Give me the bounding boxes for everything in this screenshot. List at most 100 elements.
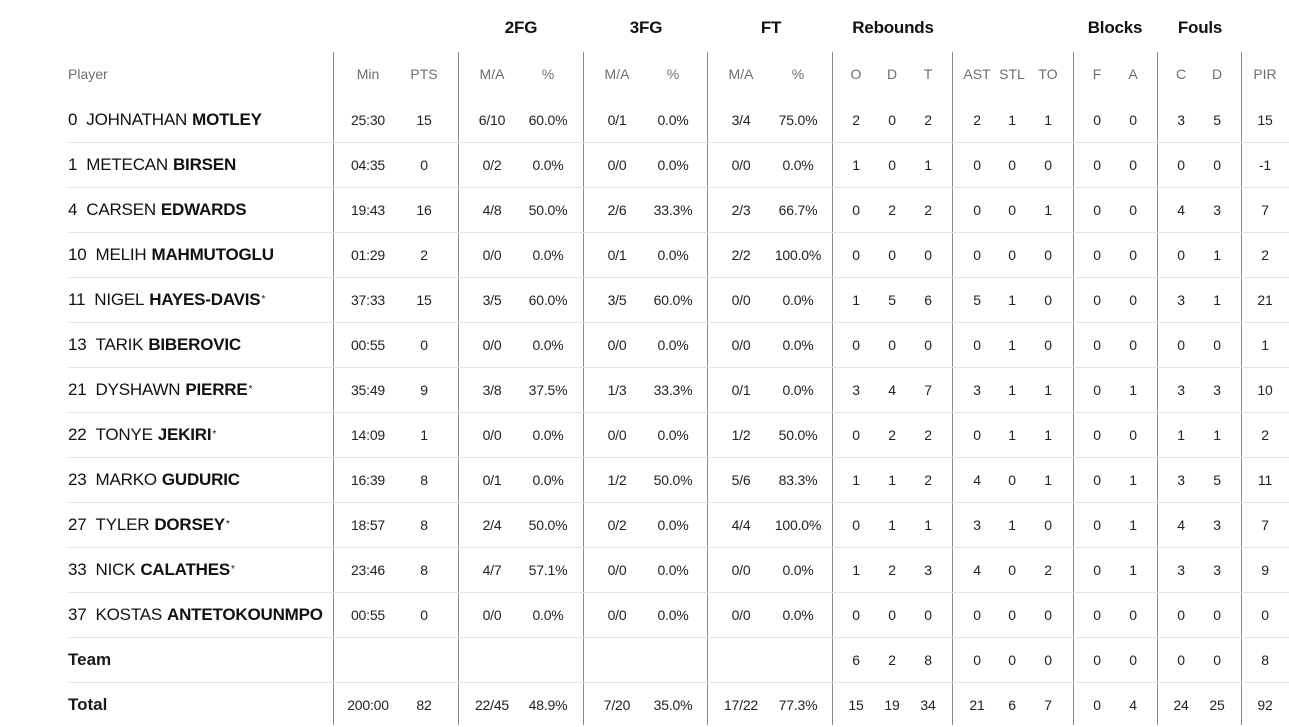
player-row[interactable]: 27 TYLER DORSEY * — [68, 514, 230, 534]
stat-3fg-pct: 0.0% — [657, 426, 689, 443]
stat-ast: 0 — [973, 606, 981, 623]
player-number: 4 — [68, 199, 78, 219]
stat-reb-d: 1 — [888, 471, 896, 488]
stat-blk-a: 0 — [1129, 336, 1137, 353]
stat-reb-d: 2 — [888, 561, 896, 578]
stat-reb-t: 0 — [924, 246, 932, 263]
player-row[interactable]: 37 KOSTAS ANTETOKOUNMPO — [68, 592, 330, 637]
row-divider — [68, 547, 1289, 548]
stat-foul-c: 1 — [1177, 426, 1185, 443]
stat-ft-ma: 0/1 — [731, 381, 751, 398]
column-header-pir: PIR — [1253, 66, 1277, 82]
stat-reb-o: 3 — [852, 381, 860, 398]
stat-blk-a: 0 — [1129, 291, 1137, 308]
player-last-name[interactable]: JEKIRI — [157, 424, 212, 444]
stat-ft-ma: 3/4 — [731, 111, 751, 128]
player-row[interactable]: 11 NIGEL HAYES-DAVIS * — [68, 289, 266, 309]
stat-ft-pct: 77.3% — [778, 696, 818, 713]
column-header-foul-d: D — [1211, 66, 1223, 82]
player-row[interactable]: 23 MARKO GUDURIC — [68, 457, 330, 502]
stat-pir: 7 — [1261, 516, 1269, 533]
row-divider — [68, 457, 1289, 458]
stat-pts: 8 — [420, 471, 428, 488]
player-row[interactable]: 1 METECAN BIRSEN — [68, 142, 330, 187]
player-row[interactable]: 4 CARSEN EDWARDS — [68, 187, 330, 232]
stat-reb-o: 2 — [852, 111, 860, 128]
player-row[interactable]: 22 TONYE JEKIRI * — [68, 424, 217, 444]
player-last-name[interactable]: EDWARDS — [160, 199, 247, 219]
stat-reb-t: 3 — [924, 561, 932, 578]
player-first-name: MARKO — [95, 469, 158, 489]
stat-2fg-pct: 37.5% — [528, 381, 568, 398]
player-last-name[interactable]: MOTLEY — [192, 109, 262, 129]
stat-ft-ma: 0/0 — [731, 291, 751, 308]
stat-min: 00:55 — [350, 336, 386, 353]
stat-foul-d: 1 — [1213, 246, 1221, 263]
stat-2fg-pct: 50.0% — [528, 201, 568, 218]
player-last-name[interactable]: BIBEROVIC — [148, 334, 241, 354]
player-row[interactable]: 0 JOHNATHAN MOTLEY — [68, 97, 330, 142]
stat-reb-d: 0 — [888, 336, 896, 353]
player-last-name[interactable]: BIRSEN — [172, 154, 237, 174]
column-header-reb-t: T — [923, 66, 933, 82]
stat-3fg-ma: 0/0 — [607, 336, 627, 353]
stat-blk-f: 0 — [1093, 426, 1101, 443]
stat-pir: 21 — [1257, 291, 1273, 308]
total-label: Total — [68, 694, 108, 714]
player-row[interactable]: 13 TARIK BIBEROVIC — [68, 322, 330, 367]
column-header-reb-o: O — [850, 66, 862, 82]
row-divider — [68, 142, 1289, 143]
player-row[interactable]: 33 NICK CALATHES * — [68, 559, 235, 579]
team-label: Team — [68, 649, 112, 669]
stat-blk-a: 0 — [1129, 111, 1137, 128]
player-row[interactable]: 10 MELIH MAHMUTOGLU — [68, 232, 330, 277]
stat-ft-pct — [759, 637, 837, 682]
stat-ft-ma: 1/2 — [731, 426, 751, 443]
stat-pts: 82 — [416, 696, 432, 713]
column-header-to: TO — [1038, 66, 1058, 82]
stat-blk-a: 0 — [1129, 426, 1137, 443]
player-last-name[interactable]: PIERRE — [185, 379, 248, 399]
stat-reb-t: 0 — [924, 336, 932, 353]
stat-min: 14:09 — [350, 426, 386, 443]
player-last-name[interactable]: HAYES-DAVIS — [149, 289, 261, 309]
player-first-name: JOHNATHAN — [86, 109, 188, 129]
stat-foul-d: 1 — [1213, 291, 1221, 308]
player-last-name[interactable]: CALATHES — [140, 559, 231, 579]
player-number: 23 — [68, 469, 87, 489]
stat-3fg-pct: 60.0% — [653, 291, 693, 308]
stat-pir: 2 — [1261, 426, 1269, 443]
stat-ast: 2 — [973, 111, 981, 128]
player-row[interactable]: 21 DYSHAWN PIERRE * — [68, 379, 253, 399]
row-divider — [68, 367, 1289, 368]
stat-2fg-pct: 57.1% — [528, 561, 568, 578]
player-last-name[interactable]: ANTETOKOUNMPO — [167, 604, 323, 624]
stat-to: 0 — [1044, 651, 1052, 668]
column-header-player: Player — [68, 66, 108, 82]
stat-2fg-pct: 0.0% — [532, 156, 564, 173]
stat-to: 0 — [1044, 516, 1052, 533]
stat-reb-o: 0 — [852, 201, 860, 218]
stat-blk-f: 0 — [1093, 111, 1101, 128]
group-header-ft: FT — [760, 18, 782, 37]
player-last-name[interactable]: DORSEY — [154, 514, 225, 534]
stat-ft-pct: 66.7% — [778, 201, 818, 218]
player-last-name[interactable]: GUDURIC — [161, 469, 240, 489]
stat-to: 1 — [1044, 201, 1052, 218]
stat-2fg-ma: 0/0 — [482, 426, 502, 443]
stat-ft-pct: 75.0% — [778, 111, 818, 128]
stat-foul-d: 5 — [1213, 471, 1221, 488]
stat-foul-c: 4 — [1177, 516, 1185, 533]
stat-pir: 2 — [1261, 246, 1269, 263]
stat-ast: 0 — [973, 426, 981, 443]
stat-3fg-ma: 2/6 — [607, 201, 627, 218]
player-first-name: MELIH — [95, 244, 147, 264]
group-header-fouls: Fouls — [1177, 18, 1223, 37]
stat-3fg-pct: 50.0% — [653, 471, 693, 488]
stat-ft-pct: 100.0% — [774, 516, 822, 533]
player-last-name[interactable]: MAHMUTOGLU — [151, 244, 274, 264]
column-divider — [952, 52, 953, 725]
column-divider — [583, 52, 584, 725]
stat-foul-d: 1 — [1213, 426, 1221, 443]
stat-pts: 8 — [420, 561, 428, 578]
